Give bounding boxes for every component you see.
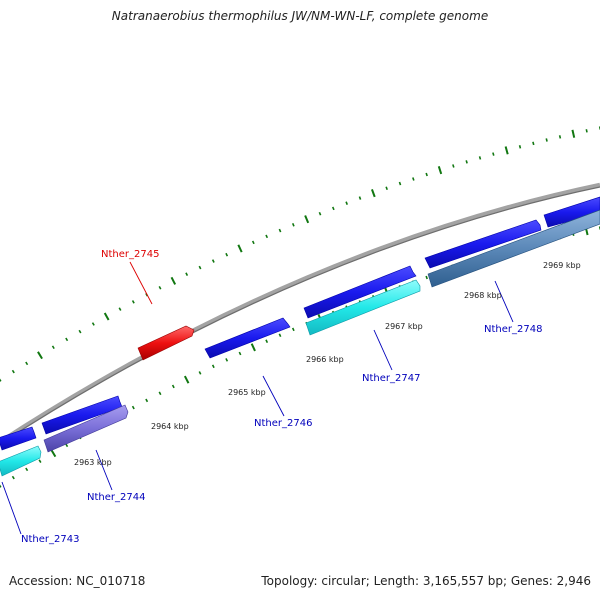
minor-tick: [385, 186, 388, 191]
minor-tick: [291, 223, 295, 227]
minor-tick: [331, 206, 335, 211]
gene-label-leaders: [1, 261, 514, 535]
minor-tick: [532, 141, 535, 146]
kbp-label: 2963 kbp: [74, 458, 112, 467]
major-tick: [571, 129, 576, 138]
minor-tick: [211, 259, 215, 263]
minor-tick: [131, 300, 135, 304]
minor-tick: [25, 361, 29, 366]
minor-tick: [91, 322, 95, 326]
feature-nther-2748[interactable]: [427, 209, 600, 288]
kbp-label: 2967 kbp: [385, 322, 423, 331]
minor-tick: [291, 327, 295, 332]
minor-tick: [211, 364, 215, 369]
inner-tick-ring: [0, 226, 600, 488]
minor-tick: [238, 351, 242, 356]
gene-label[interactable]: Nther_2747: [362, 373, 420, 384]
minor-tick: [11, 475, 15, 480]
minor-tick: [452, 164, 455, 168]
minor-tick: [131, 405, 135, 410]
reverse-strand-features: [0, 209, 600, 477]
minor-tick: [545, 138, 548, 142]
major-tick: [304, 215, 310, 224]
minor-tick: [0, 378, 2, 382]
minor-tick: [265, 339, 269, 343]
minor-tick: [558, 135, 562, 139]
minor-tick: [198, 265, 202, 270]
major-tick: [183, 375, 190, 384]
minor-tick: [358, 196, 362, 200]
kbp-label: 2965 kbp: [228, 388, 266, 397]
cds-feature[interactable]: [303, 265, 417, 319]
minor-tick: [425, 275, 428, 280]
minor-tick: [225, 252, 229, 257]
major-tick: [37, 351, 43, 360]
kbp-label: 2968 kbp: [464, 291, 502, 300]
minor-tick: [145, 398, 149, 403]
trna-feature-nther-2743[interactable]: [0, 445, 42, 477]
gene-label[interactable]: Nther_2746: [254, 418, 312, 429]
genome-title: Natranaerobius thermophilus JW/NM-WN-LF,…: [111, 9, 489, 23]
major-tick: [103, 312, 110, 321]
minor-tick: [492, 152, 495, 156]
major-tick: [250, 343, 256, 352]
minor-tick: [265, 234, 269, 239]
minor-tick: [158, 285, 162, 290]
minor-tick: [278, 228, 282, 233]
major-tick: [170, 276, 177, 285]
minor-tick: [158, 391, 162, 396]
cds-feature[interactable]: [0, 426, 37, 451]
gene-label[interactable]: Nther_2748: [484, 324, 542, 335]
trna-feature-nther-2747[interactable]: [305, 279, 421, 336]
genome-summary-text: Topology: circular; Length: 3,165,557 bp…: [261, 574, 591, 588]
minor-tick: [318, 211, 322, 216]
minor-tick: [185, 272, 189, 276]
gene-labels: Nther_2743 Nther_2744 Nther_2745 Nther_2…: [21, 249, 542, 545]
cds-feature[interactable]: [424, 219, 542, 269]
minor-tick: [518, 145, 522, 149]
rrna-feature-nther-2745[interactable]: [137, 325, 195, 361]
major-tick: [237, 244, 243, 253]
minor-tick: [465, 160, 468, 164]
gene-label[interactable]: Nther_2744: [87, 492, 145, 503]
gene-label[interactable]: Nther_2743: [21, 534, 79, 545]
minor-tick: [478, 156, 482, 160]
feature-nther-2744[interactable]: [43, 404, 129, 453]
minor-tick: [225, 358, 229, 362]
minor-tick: [398, 181, 402, 186]
cds-feature[interactable]: [41, 395, 123, 435]
minor-tick: [585, 129, 588, 133]
genome-backbone: [0, 182, 600, 444]
minor-tick: [0, 484, 2, 488]
cds-feature[interactable]: [204, 317, 291, 359]
minor-tick: [198, 371, 202, 375]
major-tick: [504, 146, 509, 155]
major-tick: [437, 166, 443, 175]
minor-tick: [412, 177, 415, 181]
accession-text: Accession: NC_010718: [9, 574, 146, 588]
minor-tick: [51, 345, 55, 350]
cds-feature[interactable]: [543, 196, 600, 228]
minor-tick: [118, 307, 122, 311]
major-tick: [50, 449, 57, 458]
minor-tick: [38, 459, 42, 463]
gene-label[interactable]: Nther_2745: [101, 249, 159, 260]
minor-tick: [171, 384, 175, 389]
kbp-scale-labels: 2963 kbp 2964 kbp 2965 kbp 2966 kbp 2967…: [74, 261, 581, 467]
forward-strand-features: [0, 196, 600, 451]
kbp-label: 2964 kbp: [151, 422, 189, 431]
minor-tick: [78, 329, 82, 334]
minor-tick: [11, 369, 15, 374]
kbp-label: 2969 kbp: [543, 261, 581, 270]
minor-tick: [425, 172, 428, 177]
minor-tick: [25, 467, 29, 472]
minor-tick: [251, 240, 255, 245]
minor-tick: [345, 201, 348, 205]
major-tick: [371, 189, 376, 198]
minor-tick: [278, 333, 282, 338]
minor-tick: [65, 337, 69, 342]
kbp-label: 2966 kbp: [306, 355, 344, 364]
